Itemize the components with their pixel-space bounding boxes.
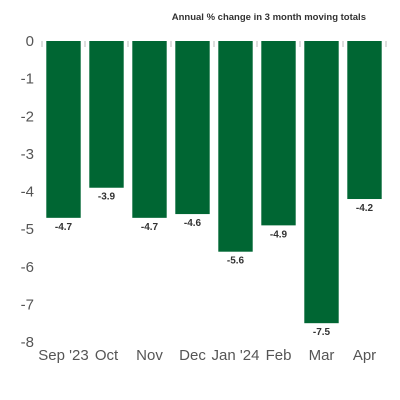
- x-tick-label: Jan '24: [212, 347, 260, 364]
- data-label: -7.5: [313, 327, 331, 338]
- data-label: -4.2: [356, 203, 374, 214]
- bar: [304, 41, 339, 324]
- y-tick-label: -8: [21, 334, 34, 351]
- y-tick-label: -3: [21, 146, 34, 163]
- x-tick-label: Oct: [95, 347, 119, 364]
- bar: [347, 41, 382, 200]
- bar-dividers: [41, 41, 387, 47]
- x-tick-label: Dec: [179, 347, 206, 364]
- y-axis-ticks: 0 -1 -2 -3 -4 -5 -6 -7 -8: [21, 33, 34, 351]
- x-tick-label: Feb: [266, 347, 292, 364]
- y-tick-label: 0: [26, 33, 34, 50]
- y-tick-label: -5: [21, 221, 34, 238]
- bar: [46, 41, 81, 218]
- x-tick-label: Mar: [309, 347, 335, 364]
- data-label: -5.6: [227, 256, 245, 267]
- bar: [218, 41, 253, 252]
- x-axis-ticks: Sep '23 Oct Nov Dec Jan '24 Feb Mar Apr: [38, 347, 376, 364]
- y-tick-label: -4: [21, 184, 34, 201]
- y-tick-label: -6: [21, 259, 34, 276]
- x-tick-label: Apr: [353, 347, 376, 364]
- y-tick-label: -7: [21, 296, 34, 313]
- data-label: -4.9: [270, 229, 288, 240]
- bars-group: [46, 41, 382, 324]
- bar: [261, 41, 296, 226]
- x-tick-label: Sep '23: [38, 347, 88, 364]
- y-tick-label: -2: [21, 108, 34, 125]
- data-label: -4.7: [55, 222, 73, 233]
- data-label: -4.7: [141, 222, 159, 233]
- y-tick-label: -1: [21, 71, 34, 88]
- chart-subtitle: Annual % change in 3 month moving totals: [172, 12, 366, 23]
- bar: [175, 41, 210, 215]
- bar: [132, 41, 167, 218]
- data-labels: -4.7 -3.9 -4.7 -4.6 -5.6 -4.9 -7.5 -4.2: [55, 192, 374, 338]
- bar: [89, 41, 124, 188]
- data-label: -3.9: [98, 192, 116, 203]
- data-label: -4.6: [184, 218, 202, 229]
- x-tick-label: Nov: [136, 347, 163, 364]
